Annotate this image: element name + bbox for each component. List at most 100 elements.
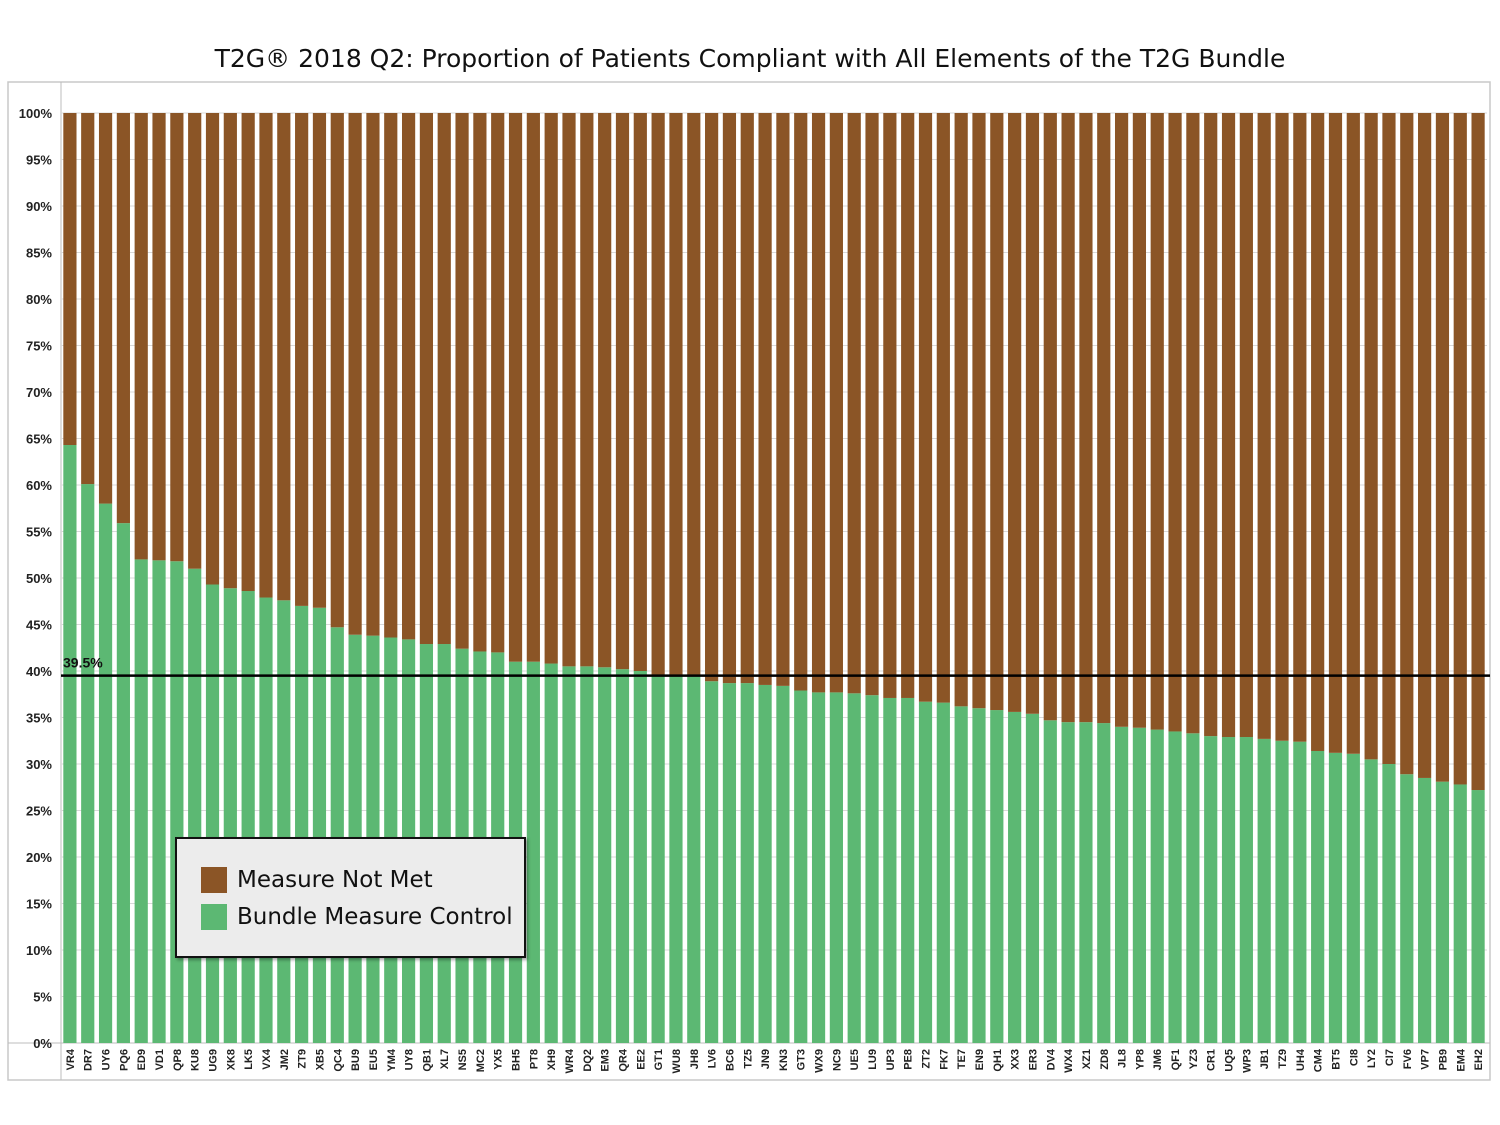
x-tick-label: WX9	[814, 1049, 826, 1073]
bar-bundle-measure-control-jb1	[1257, 738, 1271, 1043]
bar-measure-not-met-ee2	[633, 113, 647, 671]
bar-bundle-measure-control-gt3	[794, 690, 808, 1043]
bar-measure-not-met-em3	[598, 113, 612, 668]
bar-bundle-measure-control-lu9	[865, 695, 879, 1043]
x-tick-label: YX5	[493, 1049, 505, 1070]
bar-bundle-measure-control-pt8	[526, 661, 540, 1043]
bar-measure-not-met-nc9	[829, 113, 843, 693]
bar-measure-not-met-ly2	[1364, 113, 1378, 760]
chart-title: T2G® 2018 Q2: Proportion of Patients Com…	[214, 44, 1286, 73]
bar-measure-not-met-dq2	[580, 113, 594, 667]
bar-measure-not-met-vd1	[152, 113, 166, 561]
bar-bundle-measure-control-uq5	[1221, 737, 1236, 1043]
bar-bundle-measure-control-up3	[883, 697, 897, 1043]
x-tick-label: WX4	[1063, 1048, 1075, 1073]
y-tick-label: 90%	[26, 199, 52, 214]
bar-bundle-measure-control-uh4	[1293, 741, 1307, 1043]
axes: 0% 5% 10% 15% 20% 25% 30% 35% 40% 45% 50% 55% 60% 65%…	[19, 106, 1485, 1073]
bar-bundle-measure-control-xh9	[544, 663, 558, 1043]
bar-bundle-measure-control-qc4	[330, 627, 344, 1043]
x-tick-label: JN9	[760, 1049, 772, 1069]
x-tick-label: NC9	[831, 1049, 843, 1071]
bar-bundle-measure-control-yz3	[1186, 733, 1200, 1043]
x-tick-label: PE8	[903, 1049, 915, 1070]
bar-measure-not-met-uy6	[98, 113, 113, 504]
bar-bundle-measure-control-tz9	[1275, 740, 1289, 1043]
bar-bundle-measure-control-ci7	[1382, 764, 1396, 1043]
bar-bundle-measure-control-wr4	[562, 666, 576, 1043]
bar-bundle-measure-control-wu8	[669, 675, 683, 1043]
bar-measure-not-met-up3	[883, 113, 897, 698]
x-tick-label: XK8	[225, 1049, 237, 1070]
bar-measure-not-met-zt9	[295, 113, 309, 606]
x-tick-label: LY2	[1366, 1049, 1378, 1068]
x-tick-label: EM3	[600, 1049, 612, 1072]
bar-measure-not-met-cr1	[1204, 113, 1218, 737]
bar-measure-not-met-dv4	[1043, 113, 1057, 721]
bar-measure-not-met-xz1	[1079, 113, 1093, 723]
bar-bundle-measure-control-zd8	[1097, 723, 1111, 1043]
bar-measure-not-met-pt8	[526, 113, 540, 662]
y-tick-label: 40%	[26, 664, 52, 679]
x-tick-label: PQ6	[118, 1049, 130, 1071]
bar-measure-not-met-bt5	[1328, 113, 1343, 753]
x-tick-label: BU9	[350, 1049, 362, 1071]
bar-bundle-measure-control-zt9	[295, 605, 309, 1043]
bar-measure-not-met-jh8	[687, 113, 701, 677]
x-tick-label: FK7	[938, 1049, 950, 1070]
bar-measure-not-met-qp8	[170, 113, 184, 562]
bar-bundle-measure-control-xk8	[223, 588, 237, 1043]
bar-measure-not-met-ym4	[384, 113, 398, 638]
x-tick-label: UH4	[1295, 1048, 1307, 1071]
bar-bundle-measure-control-kn3	[776, 685, 790, 1043]
bar-bundle-measure-control-gt1	[651, 675, 665, 1043]
bar-bundle-measure-control-xb5	[312, 607, 327, 1043]
bar-measure-not-met-qr4	[615, 113, 630, 670]
bar-bundle-measure-control-ku8	[188, 568, 202, 1043]
y-tick-label: 65%	[26, 432, 52, 447]
bar-bundle-measure-control-ly2	[1364, 759, 1378, 1043]
x-tick-label: UP3	[885, 1049, 897, 1070]
x-tick-label: MC2	[475, 1049, 487, 1072]
y-tick-label: 50%	[26, 571, 52, 586]
x-tick-label: UQ5	[1224, 1049, 1236, 1072]
x-tick-label: VX4	[261, 1048, 273, 1070]
bar-measure-not-met-pq6	[116, 113, 130, 524]
x-tick-label: UE5	[849, 1049, 861, 1070]
x-tick-label: BC6	[724, 1049, 736, 1071]
bar-measure-not-met-ci8	[1346, 113, 1360, 754]
x-tick-label: GT1	[653, 1049, 665, 1070]
x-tick-label: QP8	[172, 1049, 184, 1071]
bar-measure-not-met-zd8	[1097, 113, 1111, 724]
bar-bundle-measure-control-uy6	[98, 503, 113, 1044]
x-tick-label: TE7	[956, 1049, 968, 1069]
bar-bundle-measure-control-lv6	[705, 681, 719, 1043]
bar-measure-not-met-er3	[1025, 113, 1040, 714]
x-tick-label: FV6	[1402, 1049, 1414, 1069]
x-tick-label: UY6	[101, 1049, 113, 1070]
x-tick-label: EU5	[368, 1049, 380, 1070]
x-tick-label: QR4	[617, 1048, 629, 1072]
bars	[63, 113, 1485, 1044]
bar-bundle-measure-control-qh1	[990, 710, 1004, 1043]
y-tick-label: 35%	[26, 711, 52, 726]
x-tick-label: JL8	[1117, 1049, 1129, 1068]
y-tick-label: 55%	[26, 525, 52, 540]
x-tick-label: CM4	[1313, 1048, 1325, 1072]
bar-measure-not-met-gt1	[651, 113, 665, 676]
bar-bundle-measure-control-jm2	[277, 600, 291, 1043]
legend-swatch-measure-not-met	[201, 867, 227, 893]
bar-measure-not-met-ed9	[134, 113, 148, 560]
bar-measure-not-met-te7	[954, 113, 968, 707]
x-tick-label: UG9	[208, 1049, 220, 1072]
bar-measure-not-met-kn3	[776, 113, 790, 686]
x-tick-label: VR4	[65, 1048, 77, 1070]
bar-bundle-measure-control-jm6	[1150, 729, 1164, 1043]
bar-measure-not-met-uq5	[1221, 113, 1236, 738]
bar-measure-not-met-wp3	[1239, 113, 1253, 738]
bar-bundle-measure-control-xx3	[1008, 711, 1022, 1043]
bar-measure-not-met-wr4	[562, 113, 576, 667]
y-tick-label: 60%	[26, 478, 52, 493]
x-tick-label: KN3	[778, 1049, 790, 1071]
